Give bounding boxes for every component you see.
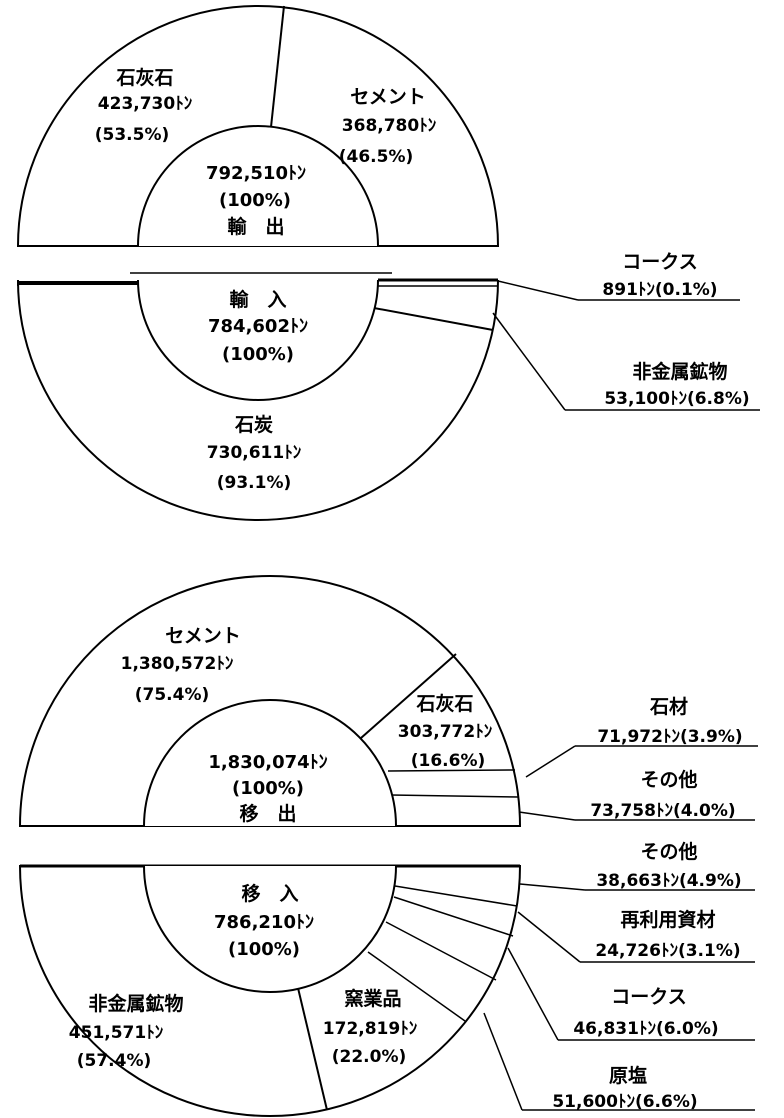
import-title: 輸 入 xyxy=(229,288,286,311)
import-slice-label-coke: コークス xyxy=(622,251,697,273)
inbound-slice-value-ceramics: 172,819ﾄﾝ xyxy=(323,1019,418,1039)
import-total-value: 784,602ﾄﾝ xyxy=(208,316,308,337)
export-slice-label-limestone: 石灰石 xyxy=(115,66,173,89)
inbound-slice-value-recycle: 24,726ﾄﾝ(3.1%) xyxy=(595,941,740,961)
outbound-slice-pct-cement: (75.4%) xyxy=(135,685,210,705)
inbound-slice-pct-nonmetal: (57.4%) xyxy=(77,1051,152,1071)
outbound-slice-label-stone: 石材 xyxy=(649,695,688,718)
chart-import: コークス 891ﾄﾝ(0.1%) 非金属鉱物 53,100ﾄﾝ(6.8%) 輸 … xyxy=(17,251,760,521)
import-slice-value-coal: 730,611ﾄﾝ xyxy=(207,443,302,463)
outbound-title: 移 出 xyxy=(239,802,296,825)
outbound-total-value: 1,830,074ﾄﾝ xyxy=(208,752,327,773)
outbound-slice-pct-limestone: (16.6%) xyxy=(411,751,486,771)
export-slice-value-cement: 368,780ﾄﾝ xyxy=(342,116,437,136)
chart-inbound: 移 入 786,210ﾄﾝ (100%) 非金属鉱物 451,571ﾄﾝ (57… xyxy=(18,840,755,1117)
inbound-leader-other-1 xyxy=(519,883,586,891)
export-total-pct: (100%) xyxy=(219,190,291,211)
chart-export: 石灰石 423,730ﾄﾝ (53.5%) セメント 368,780ﾄﾝ (46… xyxy=(16,5,500,247)
inbound-divider-salt xyxy=(367,951,466,1022)
outbound-divider-stone xyxy=(387,769,516,772)
import-divider-nonmetal xyxy=(373,307,494,331)
import-inner-arc xyxy=(137,279,379,401)
outbound-slice-value-cement: 1,380,572ﾄﾝ xyxy=(121,654,234,674)
inbound-slice-pct-ceramics: (22.0%) xyxy=(332,1047,407,1067)
import-outer-arc xyxy=(17,279,499,521)
outbound-slice-label-limestone: 石灰石 xyxy=(415,692,473,715)
inbound-inner-semicircle xyxy=(143,865,397,993)
outbound-total-pct: (100%) xyxy=(232,778,304,799)
inbound-slice-value-salt: 51,600ﾄﾝ(6.6%) xyxy=(552,1092,697,1112)
export-slice-value-limestone: 423,730ﾄﾝ xyxy=(98,94,193,114)
outbound-slice-label-other: その他 xyxy=(640,768,697,791)
inbound-leader-recycle-1 xyxy=(517,911,581,963)
import-slice-value-nonmetal: 53,100ﾄﾝ(6.8%) xyxy=(604,389,749,409)
import-slice-label-coal: 石炭 xyxy=(234,414,273,436)
inbound-title: 移 入 xyxy=(241,882,298,905)
inbound-slice-label-salt: 原塩 xyxy=(609,1064,647,1087)
outbound-leader-stone-1 xyxy=(525,745,576,778)
inbound-divider-other xyxy=(394,885,518,907)
import-leader-nonmetal-1 xyxy=(492,312,566,411)
inbound-leader-salt-1 xyxy=(483,1012,523,1111)
export-title: 輸 出 xyxy=(227,215,284,238)
inbound-total-value: 786,210ﾄﾝ xyxy=(214,912,314,933)
inbound-slice-value-nonmetal: 451,571ﾄﾝ xyxy=(69,1023,164,1043)
import-slice-value-coke: 891ﾄﾝ(0.1%) xyxy=(602,280,717,300)
outbound-slice-value-stone: 71,972ﾄﾝ(3.9%) xyxy=(597,727,742,747)
outbound-divider-other xyxy=(390,794,520,798)
inbound-slice-label-coke: コークス xyxy=(611,986,686,1008)
outbound-slice-value-limestone: 303,772ﾄﾝ xyxy=(398,722,493,742)
inbound-divider-coke xyxy=(385,921,497,981)
inbound-leader-coke-1 xyxy=(507,947,559,1041)
inbound-slice-label-other: その他 xyxy=(640,840,697,863)
inbound-slice-value-coke: 46,831ﾄﾝ(6.0%) xyxy=(573,1019,718,1039)
inbound-divider-recycle xyxy=(393,896,514,937)
import-leader-coke-1 xyxy=(497,280,579,301)
outbound-leader-other-1 xyxy=(518,811,576,821)
export-slice-pct-limestone: (53.5%) xyxy=(95,125,170,145)
inbound-slice-label-nonmetal: 非金属鉱物 xyxy=(88,992,183,1015)
inbound-total-pct: (100%) xyxy=(228,939,300,960)
outbound-slice-value-other: 73,758ﾄﾝ(4.0%) xyxy=(590,801,735,821)
import-slice-pct-coal: (93.1%) xyxy=(217,473,292,493)
export-inner-semicircle xyxy=(137,125,379,247)
outbound-inner-semicircle xyxy=(143,699,397,827)
inbound-slice-label-recycle: 再利用資材 xyxy=(620,908,715,931)
outbound-slice-label-cement: セメント xyxy=(165,625,241,647)
inbound-divider-ceramics xyxy=(297,987,328,1111)
export-total-value: 792,510ﾄﾝ xyxy=(206,163,306,184)
chart-outbound: セメント 1,380,572ﾄﾝ (75.4%) 石灰石 303,772ﾄﾝ (… xyxy=(18,575,758,827)
export-slice-label-cement: セメント xyxy=(350,86,426,108)
inbound-slice-label-ceramics: 窯業品 xyxy=(344,987,401,1010)
export-slice-pct-cement: (46.5%) xyxy=(339,147,414,167)
export-slice-divider xyxy=(270,5,285,128)
import-slice-label-nonmetal: 非金属鉱物 xyxy=(632,360,727,383)
inbound-slice-value-other: 38,663ﾄﾝ(4.9%) xyxy=(596,871,741,891)
outbound-divider-limestone xyxy=(360,653,457,739)
import-total-pct: (100%) xyxy=(222,344,294,365)
